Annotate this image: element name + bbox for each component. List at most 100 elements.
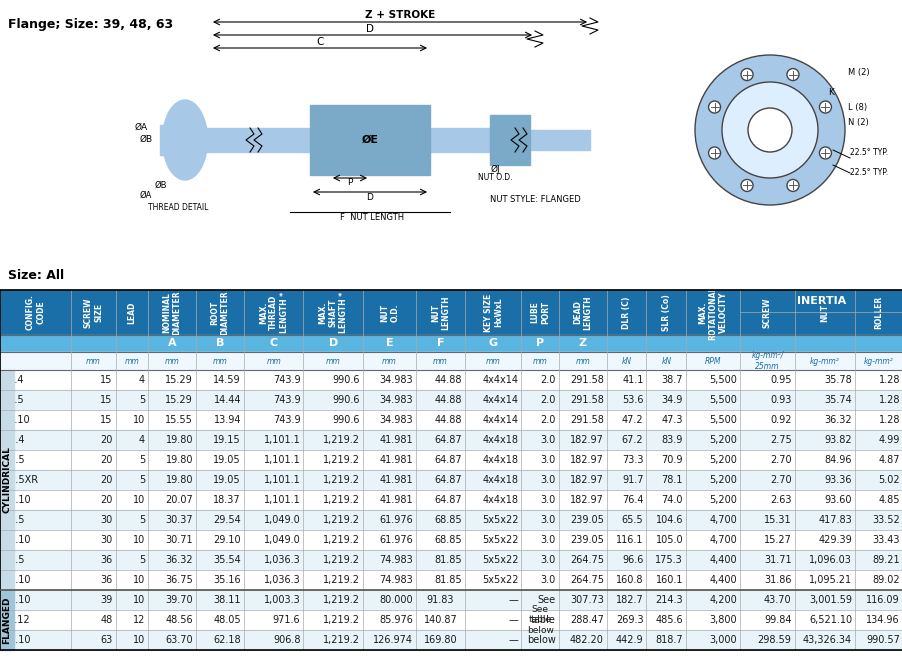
Bar xyxy=(0,430,902,450)
Bar xyxy=(520,290,558,335)
Text: kN: kN xyxy=(621,357,631,365)
Text: 29.54: 29.54 xyxy=(213,515,241,525)
Bar xyxy=(115,335,148,352)
Text: 134.96: 134.96 xyxy=(865,615,899,625)
Text: 264.75: 264.75 xyxy=(569,555,603,565)
Text: D: D xyxy=(365,24,373,34)
Text: 93.82: 93.82 xyxy=(824,435,851,445)
Text: 36.32: 36.32 xyxy=(824,415,851,425)
Text: kg-mm²/
25mm: kg-mm²/ 25mm xyxy=(750,351,783,371)
Text: 2.75: 2.75 xyxy=(769,435,791,445)
Text: 44.88: 44.88 xyxy=(434,375,462,385)
Text: 1,049.0: 1,049.0 xyxy=(263,515,300,525)
Text: 0.95: 0.95 xyxy=(769,375,791,385)
Text: 1,049.0: 1,049.0 xyxy=(263,535,300,545)
Text: 89.02: 89.02 xyxy=(871,575,899,585)
Bar xyxy=(309,105,429,175)
Circle shape xyxy=(786,69,798,81)
Text: 5: 5 xyxy=(139,395,145,405)
Text: 1,219.2: 1,219.2 xyxy=(323,455,360,465)
Text: 4,700: 4,700 xyxy=(709,515,737,525)
Text: 65.5: 65.5 xyxy=(621,515,643,525)
Text: 239.05: 239.05 xyxy=(569,515,603,525)
Bar xyxy=(196,352,244,370)
Text: 22.5° TYP.: 22.5° TYP. xyxy=(849,168,888,177)
Bar xyxy=(195,128,514,152)
Text: 93.36: 93.36 xyxy=(824,475,851,485)
Text: 990.6: 990.6 xyxy=(332,395,360,405)
Bar xyxy=(363,335,416,352)
Text: 15: 15 xyxy=(100,375,113,385)
Bar xyxy=(148,352,196,370)
Text: A: A xyxy=(168,339,176,349)
Text: 5,200: 5,200 xyxy=(709,495,737,505)
Text: mm: mm xyxy=(575,357,590,365)
Bar xyxy=(606,335,646,352)
Text: 3.0: 3.0 xyxy=(540,475,556,485)
Bar xyxy=(606,290,646,335)
Bar xyxy=(244,352,303,370)
Text: 5,200: 5,200 xyxy=(709,455,737,465)
Text: 5x5x22: 5x5x22 xyxy=(482,515,518,525)
Text: 906.8: 906.8 xyxy=(272,635,300,645)
Text: 15.31: 15.31 xyxy=(763,515,791,525)
Text: 39: 39 xyxy=(100,595,113,605)
Text: 182.97: 182.97 xyxy=(569,455,603,465)
Text: 5: 5 xyxy=(139,555,145,565)
Text: 74.983: 74.983 xyxy=(379,555,412,565)
Text: 63: 63 xyxy=(100,635,113,645)
Text: NOMINAL
DIAMETER: NOMINAL DIAMETER xyxy=(162,290,181,335)
Circle shape xyxy=(741,180,752,192)
Text: 93.60: 93.60 xyxy=(824,495,851,505)
Text: 291.58: 291.58 xyxy=(569,395,603,405)
Bar xyxy=(794,335,854,352)
Bar xyxy=(520,335,558,352)
Text: DLR (C): DLR (C) xyxy=(621,297,630,329)
Text: 116.1: 116.1 xyxy=(615,535,643,545)
Text: G: G xyxy=(488,339,497,349)
Text: 1,219.2: 1,219.2 xyxy=(323,615,360,625)
Bar xyxy=(115,352,148,370)
Text: F: F xyxy=(437,339,444,349)
Text: 99.84: 99.84 xyxy=(763,615,791,625)
Text: 2.0: 2.0 xyxy=(540,395,556,405)
Text: 48.12: 48.12 xyxy=(3,615,31,625)
Text: kg-mm²: kg-mm² xyxy=(863,357,893,365)
Text: 5,500: 5,500 xyxy=(709,395,737,405)
Text: 19.80: 19.80 xyxy=(165,455,193,465)
Text: 30.5: 30.5 xyxy=(3,515,24,525)
Text: Size: All: Size: All xyxy=(8,269,64,282)
Text: 36.10: 36.10 xyxy=(3,575,31,585)
Bar xyxy=(244,335,303,352)
Text: mm: mm xyxy=(326,357,340,365)
Text: 64.87: 64.87 xyxy=(434,475,462,485)
Text: SLR (Co): SLR (Co) xyxy=(661,294,670,331)
Bar xyxy=(0,450,902,470)
Text: 182.97: 182.97 xyxy=(569,435,603,445)
Text: 43.70: 43.70 xyxy=(763,595,791,605)
Text: 53.6: 53.6 xyxy=(621,395,643,405)
Circle shape xyxy=(786,180,798,192)
Text: 48: 48 xyxy=(100,615,113,625)
Text: 10: 10 xyxy=(133,495,145,505)
Text: 2.70: 2.70 xyxy=(769,475,791,485)
Text: 0.92: 0.92 xyxy=(769,415,791,425)
Text: 4: 4 xyxy=(139,375,145,385)
Text: 5,500: 5,500 xyxy=(709,375,737,385)
Text: 15.29: 15.29 xyxy=(165,375,193,385)
Text: 13.94: 13.94 xyxy=(213,415,241,425)
Text: 15.55: 15.55 xyxy=(165,415,193,425)
Text: 68.85: 68.85 xyxy=(434,515,462,525)
Text: 1,036.3: 1,036.3 xyxy=(263,575,300,585)
Text: 291.58: 291.58 xyxy=(569,375,603,385)
Bar xyxy=(558,290,606,335)
Text: 35.16: 35.16 xyxy=(213,575,241,585)
Text: 3,001.59: 3,001.59 xyxy=(808,595,851,605)
Bar xyxy=(0,570,902,590)
Bar xyxy=(686,352,740,370)
Text: 429.39: 429.39 xyxy=(817,535,851,545)
Text: 64.87: 64.87 xyxy=(434,455,462,465)
Circle shape xyxy=(818,147,831,159)
Text: 68.85: 68.85 xyxy=(434,535,462,545)
Text: 10: 10 xyxy=(133,575,145,585)
